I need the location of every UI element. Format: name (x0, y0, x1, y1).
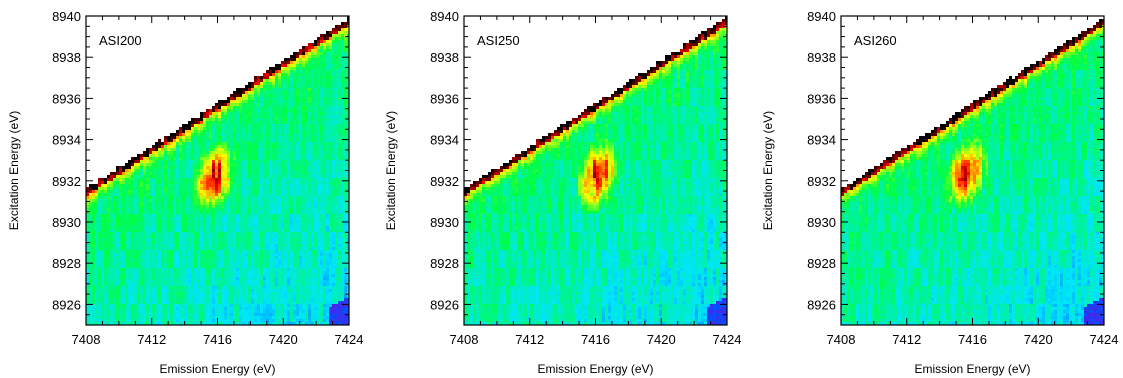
y-tick-label: 8934 (807, 133, 836, 148)
y-tick-label: 8938 (52, 50, 81, 65)
x-tick-label: 7412 (515, 332, 544, 347)
y-tick-label: 8936 (52, 91, 81, 106)
y-tick-label: 8938 (807, 50, 836, 65)
x-tick-label: 7412 (892, 332, 921, 347)
x-tick-label: 7420 (1024, 332, 1053, 347)
y-tick-label: 8936 (430, 91, 459, 106)
x-tick-label: 7424 (713, 332, 742, 347)
panel-label: ASI260 (854, 33, 897, 48)
y-tick-label: 8940 (807, 9, 836, 24)
y-tick-label: 8934 (52, 133, 81, 148)
x-tick-label: 7420 (269, 332, 298, 347)
y-axis-title: Excitation Energy (eV) (384, 111, 398, 230)
y-tick-label: 8930 (52, 215, 81, 230)
x-tick-label: 7424 (1090, 332, 1119, 347)
panel-label: ASI250 (477, 33, 520, 48)
x-axis-title: Emission Energy (eV) (159, 362, 275, 376)
y-tick-label: 8932 (430, 174, 459, 189)
x-tick-label: 7420 (647, 332, 676, 347)
y-tick-label: 8932 (807, 174, 836, 189)
y-tick-label: 8928 (52, 256, 81, 271)
x-tick-label: 7412 (137, 332, 166, 347)
y-tick-label: 8928 (430, 256, 459, 271)
x-tick-label: 7408 (827, 332, 856, 347)
y-tick-label: 8930 (430, 215, 459, 230)
heatmap-raster (464, 16, 727, 325)
y-axis-title: Excitation Energy (eV) (761, 111, 775, 230)
x-tick-label: 7416 (203, 332, 232, 347)
y-tick-label: 8926 (430, 297, 459, 312)
panel-asi200: 7408 7412 7416 7420 7424 8926 8928 8930 8932 8934… (7, 9, 363, 376)
x-axis-title: Emission Energy (eV) (537, 362, 653, 376)
heatmap-raster (841, 19, 1104, 325)
y-tick-label: 8938 (430, 50, 459, 65)
y-tick-label: 8936 (807, 91, 836, 106)
y-tick-label: 8940 (52, 9, 81, 24)
x-tick-label: 7424 (335, 332, 364, 347)
y-tick-label: 8934 (430, 133, 459, 148)
x-tick-label: 7416 (581, 332, 610, 347)
panel-asi260: 7408 7412 7416 7420 7424 8926 8928 8930 8932 8934… (761, 9, 1118, 376)
y-tick-label: 8940 (430, 9, 459, 24)
panel-label: ASI200 (99, 33, 142, 48)
y-tick-label: 8928 (807, 256, 836, 271)
x-tick-label: 7408 (72, 332, 101, 347)
y-tick-label: 8930 (807, 215, 836, 230)
panel-asi250: 7408 7412 7416 7420 7424 8926 8928 8930 8932 8934… (384, 9, 741, 376)
y-tick-label: 8926 (807, 297, 836, 312)
heatmap-raster (86, 16, 349, 325)
y-tick-label: 8932 (52, 174, 81, 189)
x-tick-label: 7408 (450, 332, 479, 347)
y-axis-title: Excitation Energy (eV) (7, 111, 21, 230)
y-tick-label: 8926 (52, 297, 81, 312)
x-tick-label: 7416 (958, 332, 987, 347)
x-axis-title: Emission Energy (eV) (914, 362, 1030, 376)
